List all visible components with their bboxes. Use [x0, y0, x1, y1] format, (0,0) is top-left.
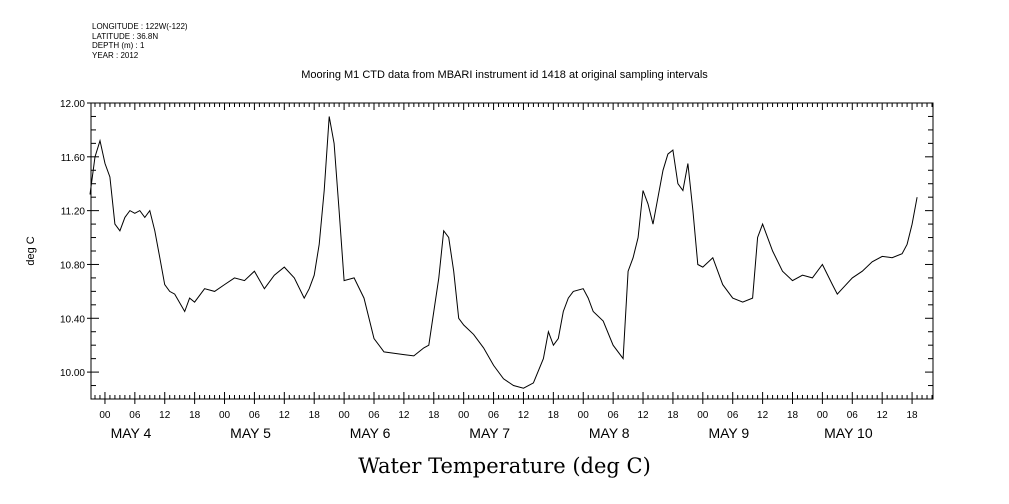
x-day-label: MAY 7 — [469, 425, 510, 441]
x-tick-label: 06 — [129, 410, 141, 421]
x-tick-label: 00 — [817, 410, 829, 421]
depth-label: DEPTH (m) : 1 — [92, 41, 145, 50]
x-tick-label: 12 — [159, 410, 171, 421]
x-tick-labels: 00 06 12 18 00 06 12 18 00 06 12 18 00 06 12 18 00 06 12 18… — [99, 410, 918, 421]
x-day-label: MAY 9 — [708, 425, 749, 441]
plot-frame — [90, 102, 934, 400]
y-tick-labels: 10.00 10.40 10.80 11.20 11.60 12.00 — [60, 99, 85, 379]
y-tick-label: 10.80 — [60, 260, 85, 271]
x-tick-label: 12 — [757, 410, 769, 421]
x-tick-label: 12 — [279, 410, 291, 421]
x-day-labels: MAY 4 MAY 5 MAY 6 MAY 7 MAY 8 MAY 9 MAY 10 — [111, 425, 873, 441]
x-tick-label: 00 — [339, 410, 351, 421]
x-day-label: MAY 4 — [111, 425, 152, 441]
y-axis-label: deg C — [25, 236, 37, 265]
x-tick-label: 18 — [787, 410, 799, 421]
chart-title: Mooring M1 CTD data from MBARI instrumen… — [301, 69, 708, 81]
x-tick-label: 06 — [249, 410, 261, 421]
y-tick-label: 10.40 — [60, 314, 85, 325]
x-day-label: MAY 5 — [230, 425, 271, 441]
axis-ticks — [87, 102, 933, 404]
y-tick-label: 11.20 — [61, 207, 86, 218]
x-tick-label: 12 — [637, 410, 649, 421]
x-tick-label: 18 — [189, 410, 201, 421]
metadata-block: LONGITUDE : 122W(-122) LATITUDE : 36.8N … — [92, 22, 188, 60]
latitude-label: LATITUDE : 36.8N — [92, 31, 159, 41]
x-tick-label: 12 — [398, 410, 410, 421]
x-tick-label: 18 — [548, 410, 560, 421]
x-tick-label: 18 — [907, 410, 919, 421]
x-tick-label: 18 — [667, 410, 679, 421]
x-day-label: MAY 6 — [350, 425, 391, 441]
water-temperature-series-line — [89, 116, 918, 389]
x-tick-label: 12 — [877, 410, 889, 421]
x-tick-label: 06 — [488, 410, 500, 421]
x-tick-label: 06 — [608, 410, 620, 421]
x-tick-label: 00 — [99, 410, 111, 421]
x-tick-label: 00 — [578, 410, 590, 421]
x-tick-label: 06 — [847, 410, 859, 421]
x-tick-label: 06 — [727, 410, 739, 421]
x-tick-label: 00 — [697, 410, 709, 421]
x-tick-label: 18 — [309, 410, 321, 421]
y-tick-label: 10.00 — [60, 368, 85, 379]
y-tick-label: 11.60 — [61, 153, 86, 164]
x-day-label: MAY 8 — [589, 425, 630, 441]
x-tick-label: 12 — [518, 410, 530, 421]
x-tick-label: 06 — [368, 410, 380, 421]
x-tick-label: 18 — [428, 410, 440, 421]
year-label: YEAR : 2012 — [92, 50, 139, 60]
longitude-label: LONGITUDE : 122W(-122) — [92, 22, 188, 31]
x-tick-label: 00 — [219, 410, 231, 421]
x-day-label: MAY 10 — [824, 425, 873, 441]
footer-label: Water Temperature (deg C) — [358, 454, 651, 478]
y-tick-label: 12.00 — [60, 99, 85, 110]
x-tick-label: 00 — [458, 410, 470, 421]
